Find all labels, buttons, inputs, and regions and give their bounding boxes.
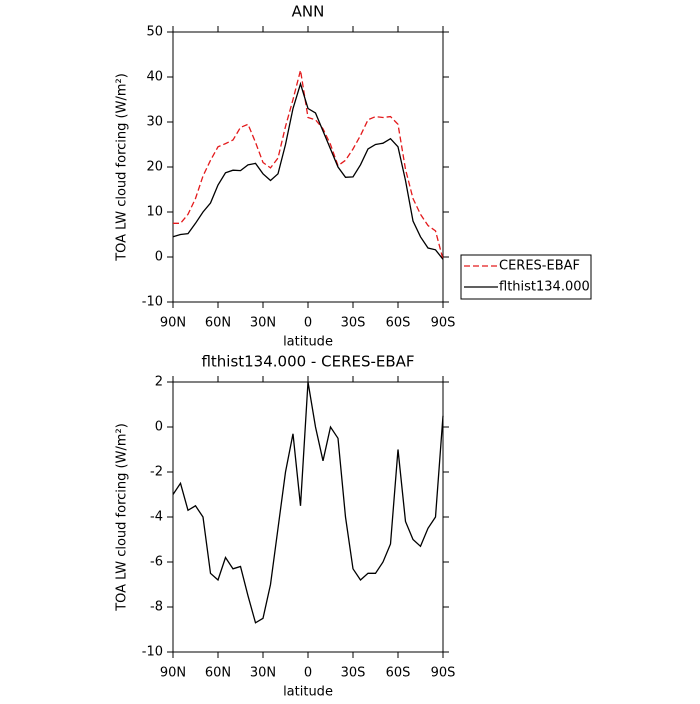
plot-frame [172,381,444,653]
legend-label: CERES-EBAF [499,259,580,274]
y-tick-label: 50 [146,25,163,40]
y-axis-label: TOA LW cloud forcing (W/m²) [115,423,130,612]
y-tick-label: 20 [146,160,163,175]
x-tick-label: 90S [431,666,456,681]
x-tick-label: 0 [304,316,312,331]
legend-box [460,254,592,300]
x-tick-label: 30N [250,666,276,681]
y-tick-label: 30 [146,115,163,130]
y-tick-label: -10 [142,295,163,310]
y-axis-label: TOA LW cloud forcing (W/m²) [115,73,130,262]
y-tick-label: 40 [146,70,163,85]
x-tick-label: 90N [160,316,186,331]
y-tick-label: -6 [150,555,163,570]
x-tick-label: 90N [160,666,186,681]
chart-title: flthist134.000 - CERES-EBAF [201,353,414,371]
y-tick-label: -10 [142,645,163,660]
x-tick-label: 90S [431,316,456,331]
y-tick-label: 10 [146,205,163,220]
data-line [173,70,444,260]
data-line [172,381,444,624]
x-tick-label: 60S [386,316,411,331]
data-line [172,81,444,260]
y-tick-label: 2 [155,375,163,390]
x-tick-label: 30S [341,316,366,331]
y-tick-label: -4 [150,510,163,525]
x-axis-label: latitude [283,335,333,350]
legend-label: flthist134.000 [499,280,590,295]
y-tick-label: -2 [150,465,163,480]
x-axis-label: latitude [283,685,333,700]
y-tick-label: -8 [150,600,163,615]
x-tick-label: 30S [341,666,366,681]
x-tick-label: 60S [386,666,411,681]
x-tick-label: 60N [205,316,231,331]
x-tick-label: 60N [205,666,231,681]
chart-title: ANN [292,3,325,21]
x-tick-label: 30N [250,316,276,331]
y-tick-label: 0 [155,420,163,435]
x-tick-label: 0 [304,666,312,681]
y-tick-label: 0 [155,250,163,265]
